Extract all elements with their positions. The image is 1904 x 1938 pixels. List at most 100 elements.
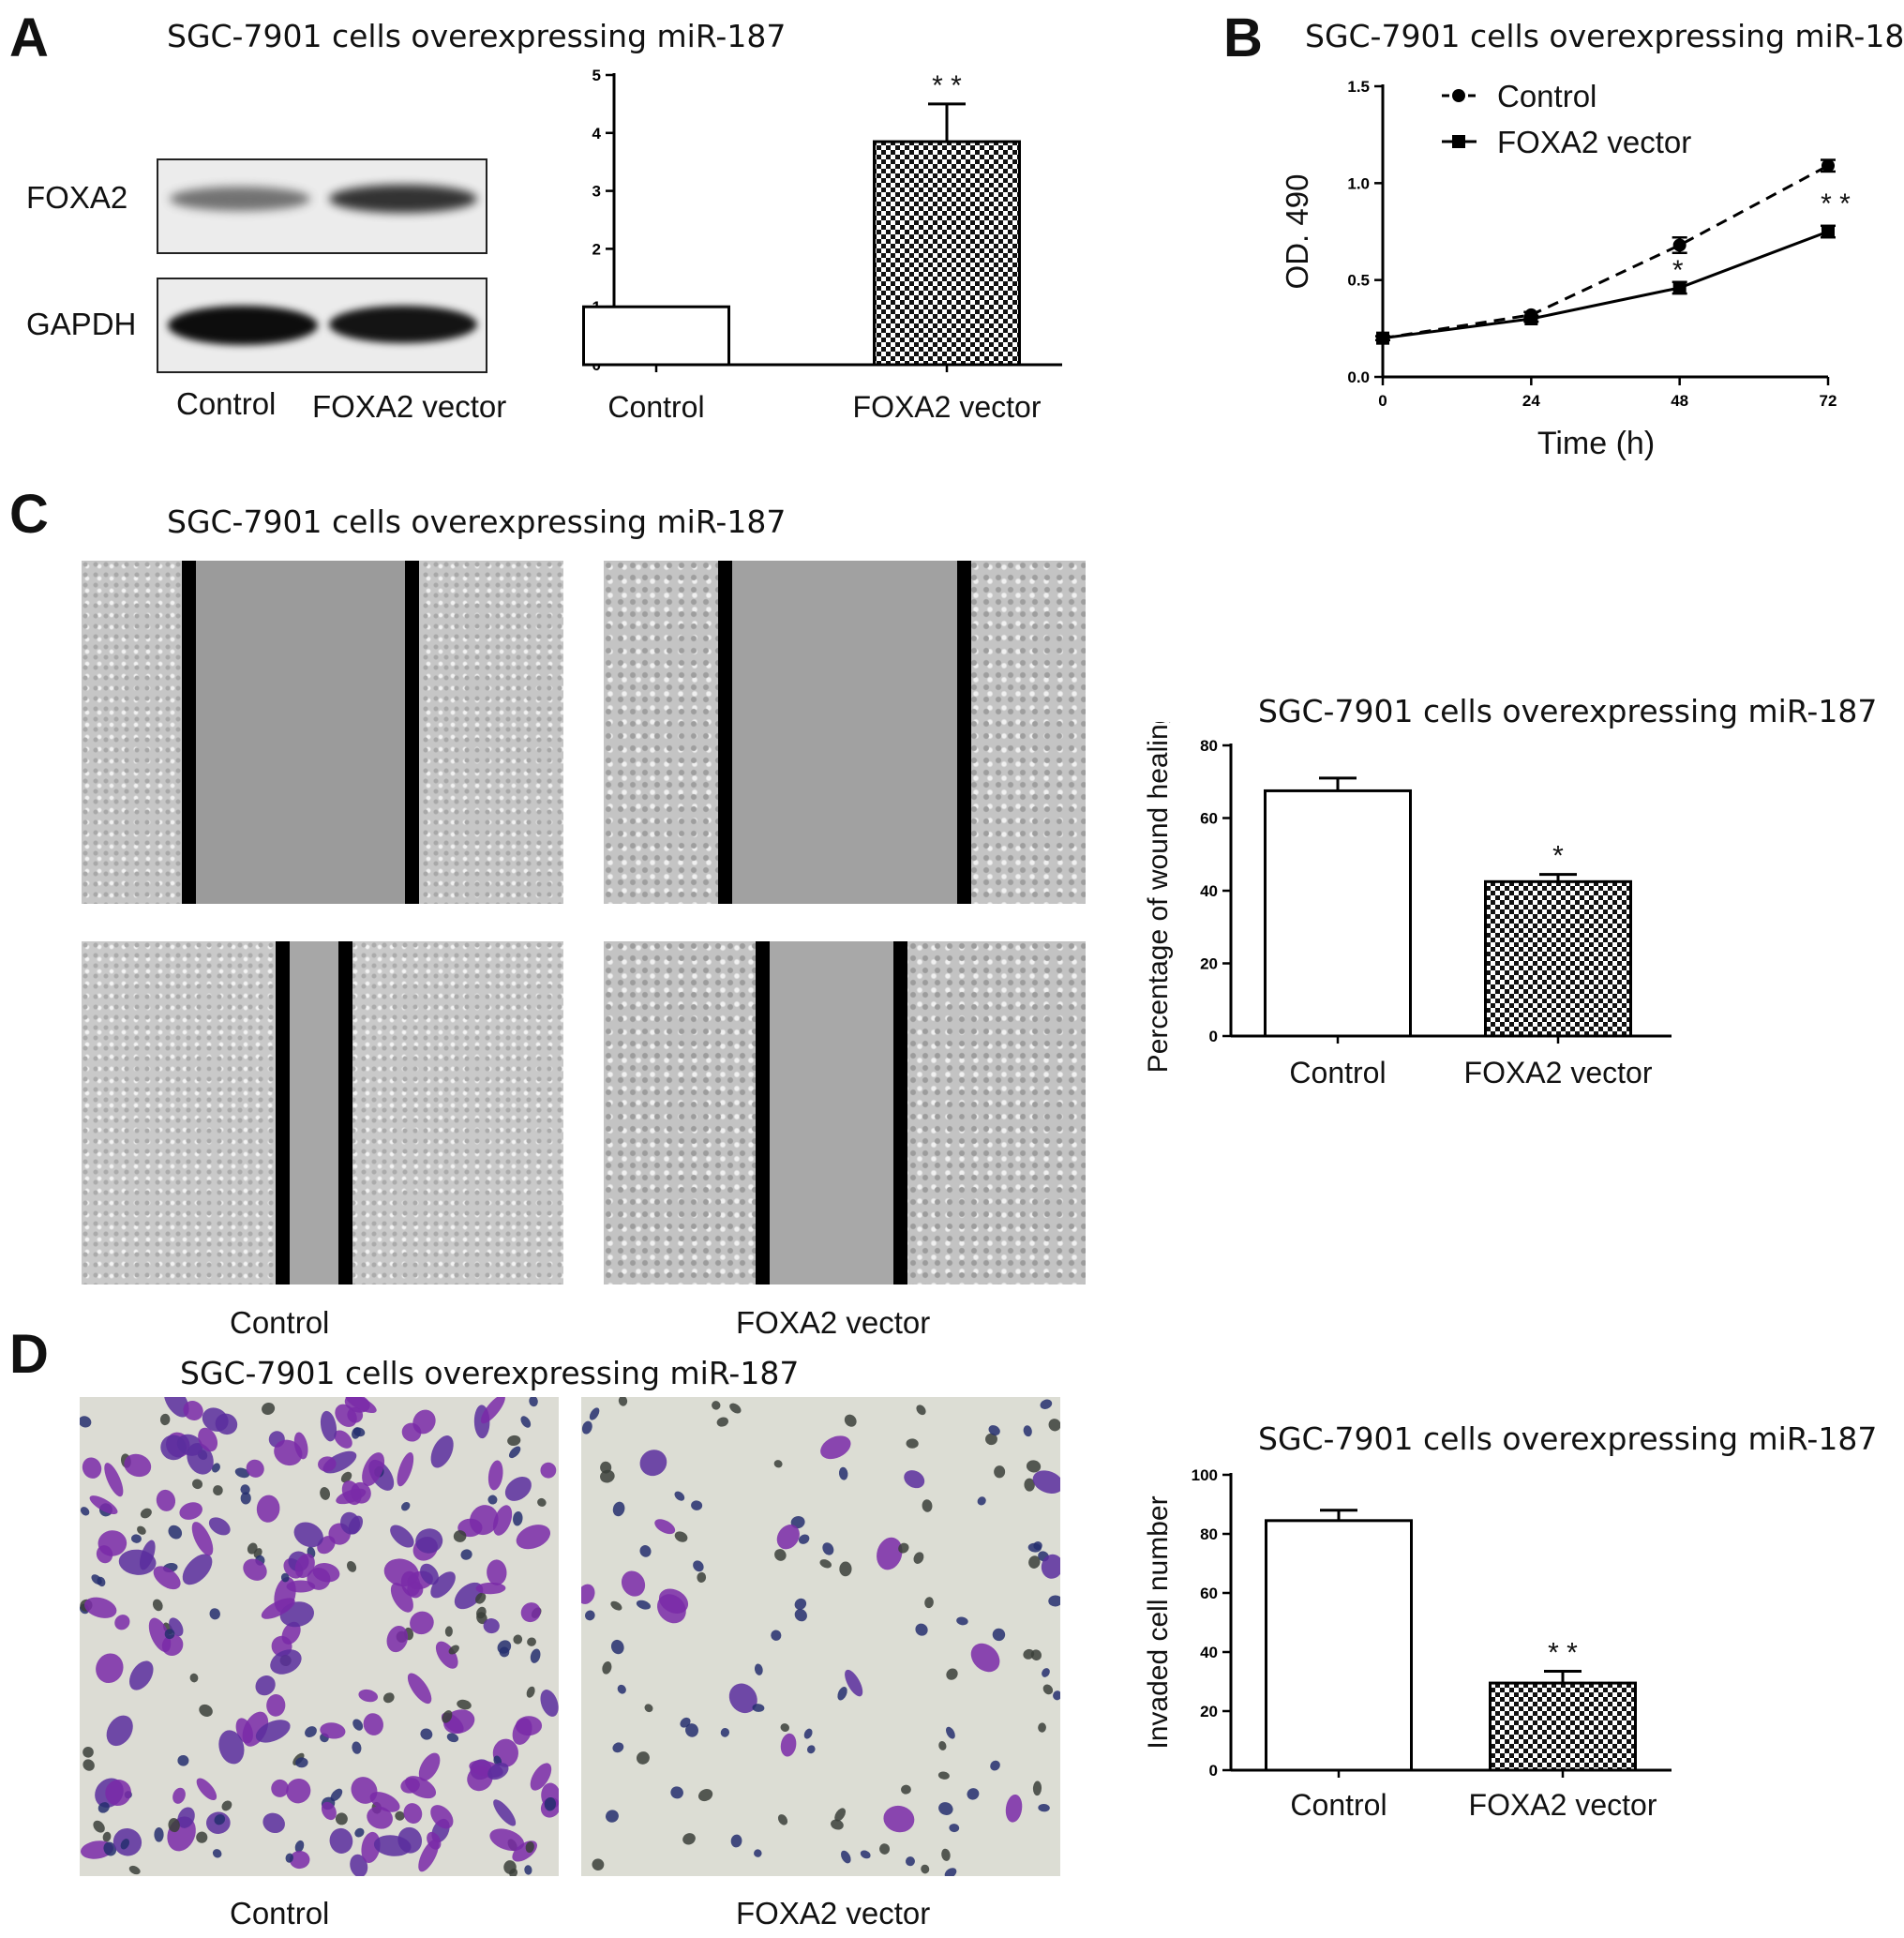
stained-cell (211, 1463, 220, 1473)
western-blot-foxa2 (157, 158, 487, 254)
stained-cell (255, 1720, 291, 1743)
blot-band (329, 185, 477, 213)
x-tick-label: 0 (1378, 392, 1387, 410)
transwell-caption-control: Control (230, 1896, 330, 1930)
y-tick-label: 0.0 (1347, 368, 1370, 386)
stained-cell (487, 1495, 498, 1505)
stained-cell (540, 1690, 559, 1717)
stained-cell (949, 1824, 960, 1833)
stained-cell (621, 1570, 646, 1597)
stained-cell (794, 1598, 807, 1610)
x-tick-label: Control (1289, 1056, 1386, 1089)
stained-cell (636, 1751, 650, 1765)
y-tick-label: 20 (1200, 954, 1218, 972)
stained-cell (152, 1599, 163, 1612)
stained-cell (255, 1675, 276, 1696)
stained-cell (970, 1643, 1000, 1673)
bar (582, 305, 730, 367)
blot-band (170, 187, 310, 211)
stained-cell (639, 1450, 667, 1477)
wound-gap (196, 561, 405, 904)
stained-cell (529, 1397, 538, 1407)
stained-cell (475, 1582, 506, 1595)
bar (1489, 1681, 1637, 1772)
stained-cell (341, 1480, 362, 1506)
stained-cell (693, 1560, 704, 1572)
significance-annotation: * * (932, 70, 962, 101)
wound-image-foxa2-24h (604, 941, 1086, 1284)
stained-cell (199, 1704, 213, 1717)
stained-cell (214, 1814, 226, 1825)
x-tick-label: Control (1290, 1788, 1387, 1822)
stained-cell (798, 1534, 810, 1544)
stained-cell (80, 1416, 92, 1428)
stained-cell (922, 1499, 933, 1512)
stained-cell (262, 1402, 276, 1415)
y-tick-label: 60 (1200, 809, 1218, 827)
stained-cell (752, 1704, 765, 1712)
stained-cell (329, 1827, 353, 1854)
stained-cell (1040, 1399, 1053, 1409)
stained-cell (160, 1435, 187, 1461)
stained-cell (988, 1425, 1000, 1435)
stained-cell (156, 1489, 176, 1511)
y-tick-label: 2 (592, 240, 601, 258)
y-tick-label: 0.5 (1347, 272, 1370, 290)
stained-cell (831, 1819, 844, 1830)
stained-cell (320, 1410, 337, 1442)
stained-cell (209, 1608, 220, 1620)
wound-edge-line (718, 561, 732, 904)
stained-cell (280, 1572, 290, 1583)
stained-cell (153, 1566, 181, 1590)
stained-cell (179, 1502, 202, 1520)
data-point (1822, 158, 1835, 173)
transwell-caption-foxa2: FOXA2 vector (736, 1896, 931, 1930)
stained-cell (354, 1827, 365, 1838)
stained-cell (191, 1522, 214, 1556)
stained-cell (618, 1397, 628, 1406)
stained-cell (520, 1416, 532, 1428)
stained-cell (395, 1810, 405, 1821)
stained-cell (418, 1752, 441, 1781)
stained-cell (420, 1728, 433, 1740)
series-line (1382, 230, 1829, 340)
panel-c-title: SGC-7901 cells overexpressing miR-187 (167, 503, 787, 540)
stained-cell (164, 1629, 175, 1640)
wound-edge-line (276, 941, 290, 1284)
bar (873, 140, 1021, 367)
stained-cell (93, 1820, 105, 1833)
legend-marker (1452, 89, 1465, 102)
x-tick-label: FOXA2 vector (1464, 1056, 1653, 1089)
stained-cell (680, 1717, 691, 1728)
stained-cell (196, 1831, 208, 1843)
stained-cell (946, 1668, 958, 1680)
stained-cell (941, 1848, 951, 1861)
stained-cell (130, 1534, 142, 1543)
y-axis-label: Percentage of wound healing (1143, 722, 1174, 1073)
chart-d-title: SGC-7901 cells overexpressing miR-187 (1258, 1420, 1878, 1457)
stained-cell (163, 1397, 189, 1418)
stained-cell (507, 1435, 521, 1447)
stained-cell (924, 1597, 934, 1609)
stained-cell (600, 1469, 615, 1483)
stained-cell (524, 1865, 532, 1875)
stained-cell (592, 1858, 605, 1871)
significance-annotation: * * (1821, 188, 1851, 219)
stained-cell (612, 1742, 624, 1753)
stained-cell (1027, 1542, 1042, 1553)
stained-cell (400, 1778, 420, 1794)
stained-cell (266, 1693, 286, 1717)
stained-cell (540, 1462, 557, 1479)
panel-label-c: C (9, 484, 49, 545)
stained-cell (806, 1745, 816, 1754)
stained-cell (967, 1788, 980, 1800)
wound-caption-foxa2: FOXA2 vector (736, 1305, 931, 1340)
stained-cell (182, 1554, 213, 1585)
stained-cell (682, 1833, 696, 1845)
stained-cell (834, 1808, 847, 1822)
significance-annotation: * (1672, 255, 1684, 286)
stained-cell (916, 1405, 926, 1416)
stained-cell (293, 1522, 323, 1548)
stained-cell (476, 1606, 487, 1619)
stained-cell (352, 1719, 364, 1731)
